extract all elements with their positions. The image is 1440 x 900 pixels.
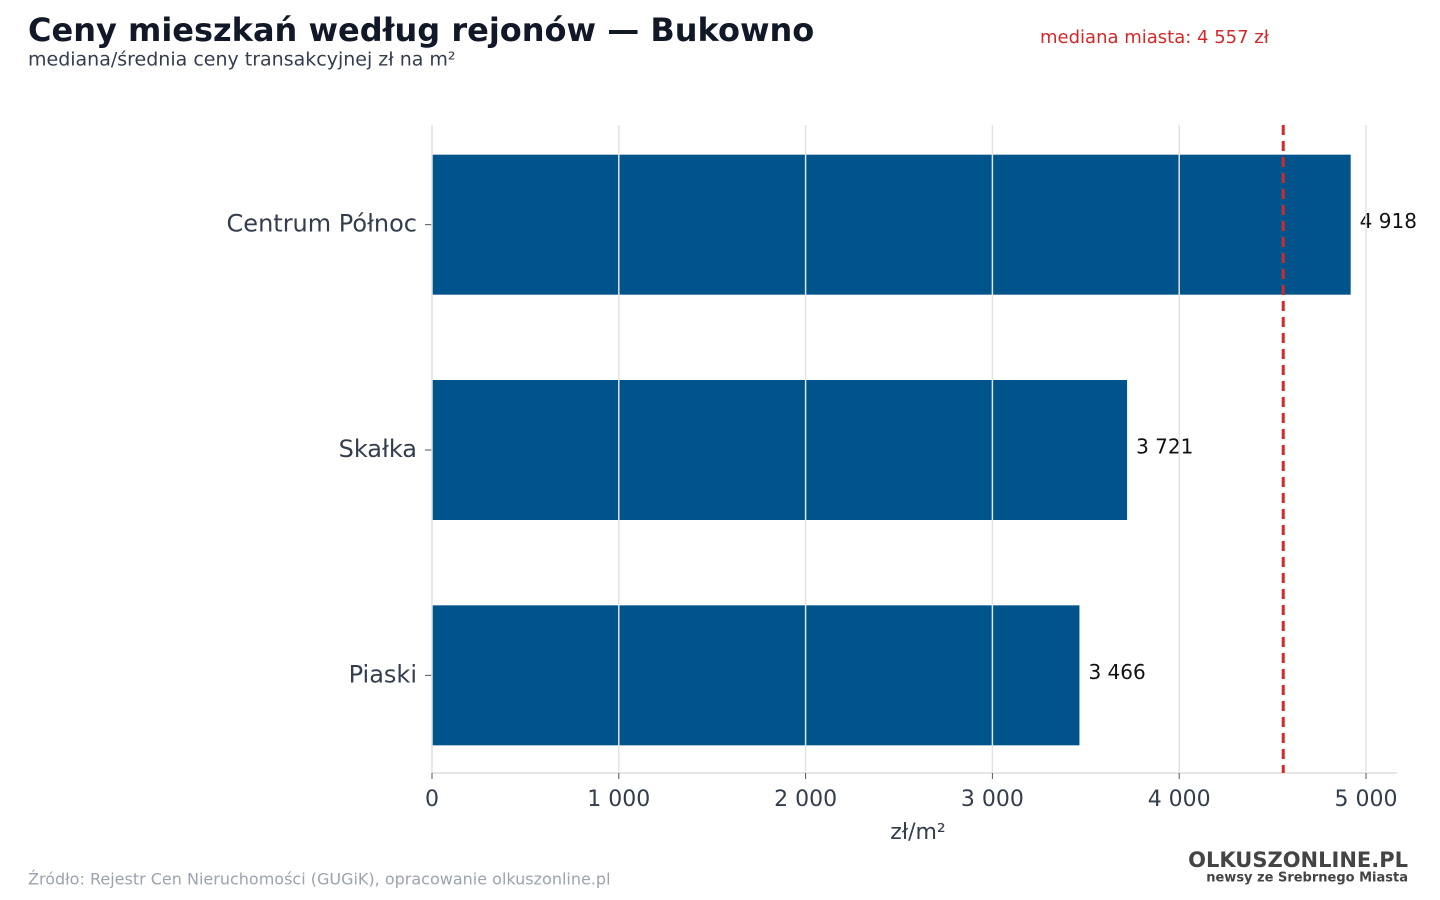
x-tick-label: 4 000 [1148, 787, 1211, 812]
x-tick-label: 3 000 [961, 787, 1024, 812]
x-tick-label: 2 000 [774, 787, 837, 812]
x-axis-label: zł/m² [890, 820, 945, 845]
x-tick-label: 5 000 [1334, 787, 1397, 812]
logo-tagline: newsy ze Srebrnego Miasta [1206, 871, 1408, 886]
value-label: 3 721 [1136, 435, 1193, 459]
source: Źródło: Rejestr Cen Nieruchomości (GUGiK… [28, 870, 611, 889]
reference-label: mediana miasta: 4 557 zł [1040, 27, 1270, 48]
y-tick-label: Skałka [339, 435, 417, 463]
value-label: 3 466 [1088, 660, 1145, 684]
y-tick-label: Piaski [349, 660, 417, 688]
chart-title: Ceny mieszkań według rejonów — Bukowno [28, 11, 814, 49]
x-tick-label: 1 000 [587, 787, 650, 812]
value-label: 4 918 [1360, 209, 1417, 233]
chart-subtitle: mediana/średnia ceny transakcyjnej zł na… [28, 49, 456, 71]
logo: OLKUSZONLINE.PL [1188, 848, 1408, 872]
y-tick-label: Centrum Północ [227, 210, 417, 238]
bar [432, 154, 1351, 295]
bar [432, 605, 1080, 746]
x-tick-label: 0 [425, 787, 439, 812]
bar [432, 380, 1128, 520]
